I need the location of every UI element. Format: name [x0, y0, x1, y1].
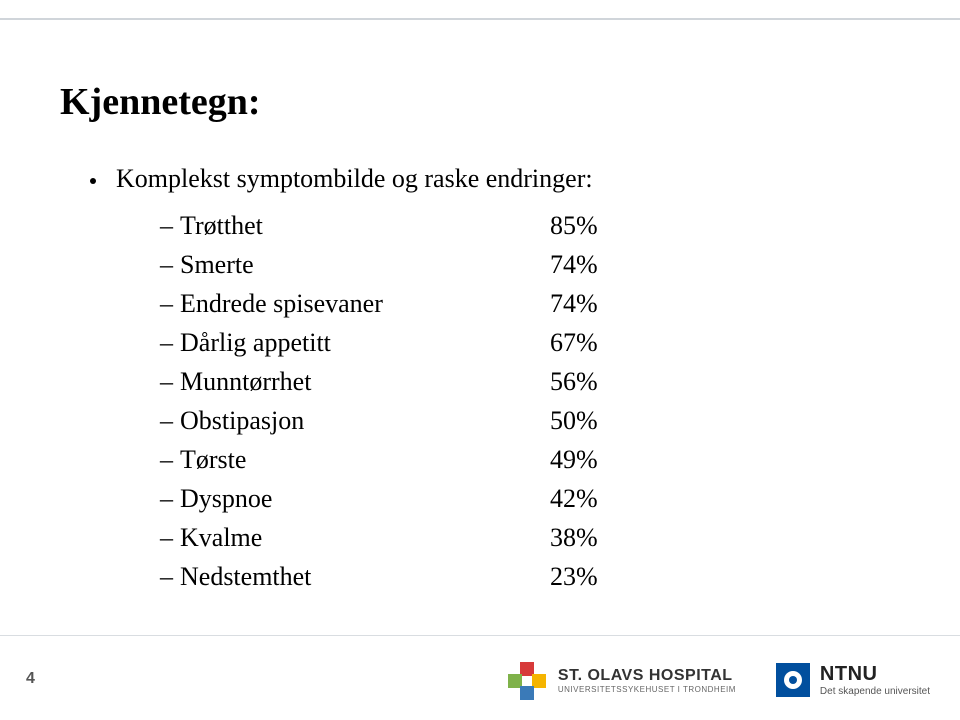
- item-value: 56%: [550, 362, 598, 401]
- item-value: 74%: [550, 284, 598, 323]
- slide-content: Kjennetegn: Komplekst symptombilde og ra…: [60, 80, 900, 596]
- list-item: – Dyspnoe 42%: [160, 479, 900, 518]
- dash-icon: –: [160, 362, 180, 401]
- ntnu-logo: NTNU Det skapende universitet: [776, 663, 930, 697]
- dash-icon: –: [160, 557, 180, 596]
- st-olavs-main: ST. OLAVS HOSPITAL: [558, 667, 736, 685]
- item-label: Nedstemthet: [180, 557, 550, 596]
- item-value: 23%: [550, 557, 598, 596]
- main-bullet: Komplekst symptombilde og raske endringe…: [90, 164, 900, 194]
- item-value: 85%: [550, 206, 598, 245]
- item-value: 49%: [550, 440, 598, 479]
- item-label: Kvalme: [180, 518, 550, 557]
- list-item: – Trøtthet 85%: [160, 206, 900, 245]
- list-item: – Kvalme 38%: [160, 518, 900, 557]
- footer-logos: ST. OLAVS HOSPITAL UNIVERSITETSSYKEHUSET…: [508, 660, 930, 700]
- list-item: – Tørste 49%: [160, 440, 900, 479]
- item-value: 42%: [550, 479, 598, 518]
- ntnu-icon: [776, 663, 810, 697]
- item-value: 67%: [550, 323, 598, 362]
- dash-icon: –: [160, 479, 180, 518]
- list-item: – Smerte 74%: [160, 245, 900, 284]
- list-item: – Endrede spisevaner 74%: [160, 284, 900, 323]
- list-item: – Obstipasjon 50%: [160, 401, 900, 440]
- list-item: – Dårlig appetitt 67%: [160, 323, 900, 362]
- item-label: Tørste: [180, 440, 550, 479]
- item-value: 50%: [550, 401, 598, 440]
- symptom-list: – Trøtthet 85% – Smerte 74% – Endrede sp…: [160, 206, 900, 596]
- ntnu-text: NTNU Det skapende universitet: [820, 663, 930, 697]
- item-label: Obstipasjon: [180, 401, 550, 440]
- dash-icon: –: [160, 284, 180, 323]
- item-label: Dårlig appetitt: [180, 323, 550, 362]
- item-label: Smerte: [180, 245, 550, 284]
- slide-title: Kjennetegn:: [60, 80, 900, 124]
- st-olavs-logo: ST. OLAVS HOSPITAL UNIVERSITETSSYKEHUSET…: [508, 660, 736, 700]
- item-label: Endrede spisevaner: [180, 284, 550, 323]
- page-number: 4: [26, 670, 35, 688]
- footer-rule: [0, 635, 960, 636]
- st-olavs-sub: UNIVERSITETSSYKEHUSET I TRONDHEIM: [558, 685, 736, 694]
- dash-icon: –: [160, 206, 180, 245]
- dash-icon: –: [160, 518, 180, 557]
- list-item: – Nedstemthet 23%: [160, 557, 900, 596]
- dash-icon: –: [160, 440, 180, 479]
- item-label: Trøtthet: [180, 206, 550, 245]
- st-olavs-icon: [508, 660, 548, 700]
- main-bullet-text: Komplekst symptombilde og raske endringe…: [116, 164, 593, 194]
- st-olavs-text: ST. OLAVS HOSPITAL UNIVERSITETSSYKEHUSET…: [558, 667, 736, 694]
- item-value: 38%: [550, 518, 598, 557]
- list-item: – Munntørrhet 56%: [160, 362, 900, 401]
- item-label: Dyspnoe: [180, 479, 550, 518]
- ntnu-sub: Det skapende universitet: [820, 686, 930, 697]
- dash-icon: –: [160, 401, 180, 440]
- top-rule: [0, 18, 960, 20]
- ntnu-main: NTNU: [820, 663, 930, 686]
- item-label: Munntørrhet: [180, 362, 550, 401]
- bullet-dot-icon: [90, 178, 96, 184]
- dash-icon: –: [160, 245, 180, 284]
- item-value: 74%: [550, 245, 598, 284]
- dash-icon: –: [160, 323, 180, 362]
